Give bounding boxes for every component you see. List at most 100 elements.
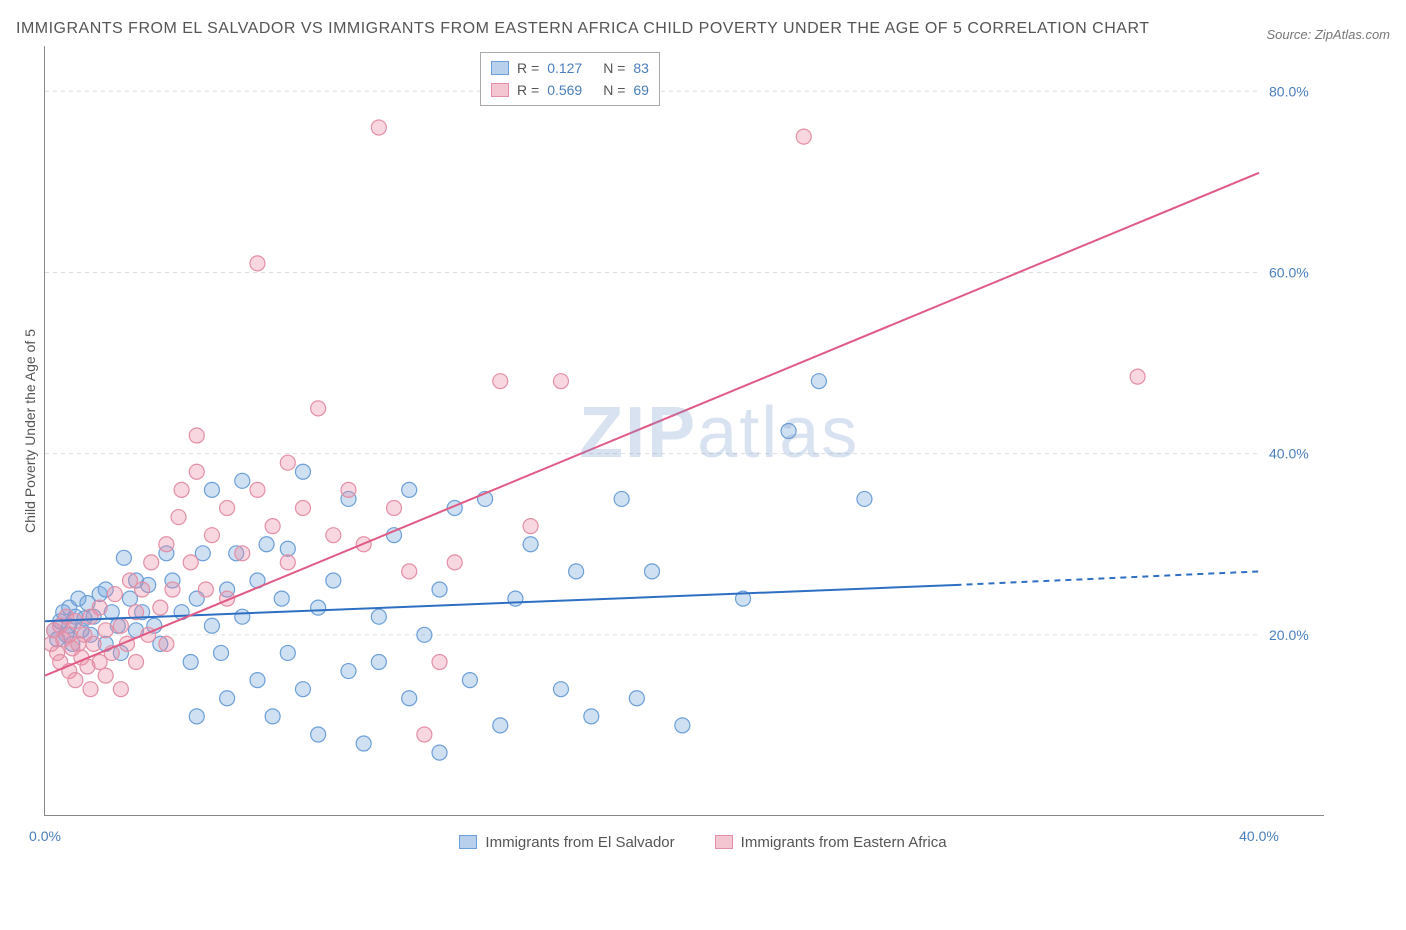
data-point-eastern_africa bbox=[250, 256, 265, 271]
data-point-el_salvador bbox=[811, 373, 826, 388]
y-tick-label: 80.0% bbox=[1269, 83, 1309, 99]
legend-n-value: 83 bbox=[633, 60, 649, 76]
data-point-eastern_africa bbox=[107, 586, 122, 601]
data-point-el_salvador bbox=[235, 609, 250, 624]
y-axis-label: Child Poverty Under the Age of 5 bbox=[22, 329, 38, 533]
data-point-el_salvador bbox=[280, 541, 295, 556]
data-point-eastern_africa bbox=[171, 509, 186, 524]
legend-swatch-el_salvador bbox=[491, 61, 509, 75]
data-point-el_salvador bbox=[645, 564, 660, 579]
data-point-eastern_africa bbox=[113, 618, 128, 633]
data-point-eastern_africa bbox=[311, 400, 326, 415]
plot-area: 20.0%40.0%60.0%80.0%0.0%40.0% ZIPatlas R… bbox=[44, 46, 1324, 816]
series-legend-label: Immigrants from Eastern Africa bbox=[741, 834, 947, 851]
data-point-el_salvador bbox=[250, 672, 265, 687]
correlation-chart: IMMIGRANTS FROM EL SALVADOR VS IMMIGRANT… bbox=[16, 16, 1390, 851]
data-point-eastern_africa bbox=[493, 373, 508, 388]
data-point-eastern_africa bbox=[144, 554, 159, 569]
data-point-el_salvador bbox=[214, 645, 229, 660]
data-point-el_salvador bbox=[116, 550, 131, 565]
data-point-el_salvador bbox=[629, 690, 644, 705]
data-point-el_salvador bbox=[523, 536, 538, 551]
stats-legend-row: R = 0.127 N = 83 bbox=[491, 57, 649, 79]
data-point-eastern_africa bbox=[83, 681, 98, 696]
data-point-eastern_africa bbox=[92, 600, 107, 615]
data-point-el_salvador bbox=[189, 708, 204, 723]
data-point-el_salvador bbox=[493, 718, 508, 733]
data-point-eastern_africa bbox=[189, 428, 204, 443]
series-legend-label: Immigrants from El Salvador bbox=[485, 834, 674, 851]
data-point-el_salvador bbox=[326, 573, 341, 588]
data-point-eastern_africa bbox=[280, 554, 295, 569]
data-point-el_salvador bbox=[295, 464, 310, 479]
data-point-el_salvador bbox=[371, 654, 386, 669]
stats-legend-row: R = 0.569 N = 69 bbox=[491, 79, 649, 101]
data-point-el_salvador bbox=[857, 491, 872, 506]
data-point-eastern_africa bbox=[417, 727, 432, 742]
data-point-el_salvador bbox=[432, 745, 447, 760]
data-point-eastern_africa bbox=[265, 518, 280, 533]
data-point-eastern_africa bbox=[153, 600, 168, 615]
data-point-eastern_africa bbox=[553, 373, 568, 388]
data-point-eastern_africa bbox=[220, 500, 235, 515]
plot-wrapper: Child Poverty Under the Age of 5 20.0%40… bbox=[16, 46, 1390, 816]
data-point-eastern_africa bbox=[165, 582, 180, 597]
data-point-el_salvador bbox=[311, 727, 326, 742]
data-point-eastern_africa bbox=[204, 527, 219, 542]
data-point-el_salvador bbox=[569, 564, 584, 579]
x-tick-label: 0.0% bbox=[29, 828, 61, 844]
data-point-el_salvador bbox=[371, 609, 386, 624]
data-point-el_salvador bbox=[584, 708, 599, 723]
y-tick-label: 60.0% bbox=[1269, 264, 1309, 280]
x-tick-label: 40.0% bbox=[1239, 828, 1279, 844]
data-point-eastern_africa bbox=[796, 129, 811, 144]
legend-r-label: R = bbox=[517, 82, 539, 98]
data-point-el_salvador bbox=[204, 618, 219, 633]
legend-n-label: N = bbox=[603, 60, 625, 76]
stats-legend: R = 0.127 N = 83 R = 0.569 N = 69 bbox=[480, 52, 660, 106]
data-point-eastern_africa bbox=[98, 668, 113, 683]
legend-r-value: 0.127 bbox=[547, 60, 595, 76]
data-point-eastern_africa bbox=[371, 120, 386, 135]
data-point-eastern_africa bbox=[198, 582, 213, 597]
data-point-eastern_africa bbox=[113, 681, 128, 696]
data-point-el_salvador bbox=[204, 482, 219, 497]
data-point-eastern_africa bbox=[447, 554, 462, 569]
data-point-el_salvador bbox=[235, 473, 250, 488]
data-point-eastern_africa bbox=[387, 500, 402, 515]
data-point-eastern_africa bbox=[68, 672, 83, 687]
legend-n-value: 69 bbox=[633, 82, 649, 98]
data-point-el_salvador bbox=[183, 654, 198, 669]
data-point-eastern_africa bbox=[402, 564, 417, 579]
data-point-eastern_africa bbox=[135, 582, 150, 597]
legend-n-label: N = bbox=[603, 82, 625, 98]
y-tick-label: 40.0% bbox=[1269, 445, 1309, 461]
data-point-el_salvador bbox=[675, 718, 690, 733]
data-point-el_salvador bbox=[259, 536, 274, 551]
title-row: IMMIGRANTS FROM EL SALVADOR VS IMMIGRANT… bbox=[16, 16, 1390, 42]
data-point-el_salvador bbox=[508, 591, 523, 606]
trend-line-eastern_africa bbox=[45, 172, 1259, 675]
legend-swatch-eastern_africa bbox=[715, 835, 733, 849]
data-point-eastern_africa bbox=[326, 527, 341, 542]
data-point-el_salvador bbox=[341, 663, 356, 678]
legend-swatch-eastern_africa bbox=[491, 83, 509, 97]
data-point-eastern_africa bbox=[189, 464, 204, 479]
series-legend-item: Immigrants from Eastern Africa bbox=[715, 834, 947, 851]
y-axis-label-wrap: Child Poverty Under the Age of 5 bbox=[16, 46, 44, 816]
data-point-el_salvador bbox=[295, 681, 310, 696]
source-attribution: Source: ZipAtlas.com bbox=[1266, 27, 1390, 42]
data-point-eastern_africa bbox=[159, 536, 174, 551]
legend-swatch-el_salvador bbox=[459, 835, 477, 849]
data-point-eastern_africa bbox=[235, 545, 250, 560]
data-point-eastern_africa bbox=[183, 554, 198, 569]
data-point-el_salvador bbox=[417, 627, 432, 642]
data-point-el_salvador bbox=[311, 600, 326, 615]
trend-line-dash-el_salvador bbox=[956, 571, 1260, 585]
data-point-el_salvador bbox=[462, 672, 477, 687]
series-legend: Immigrants from El Salvador Immigrants f… bbox=[16, 834, 1390, 851]
data-point-el_salvador bbox=[402, 690, 417, 705]
legend-r-label: R = bbox=[517, 60, 539, 76]
data-point-el_salvador bbox=[781, 423, 796, 438]
data-point-el_salvador bbox=[265, 708, 280, 723]
